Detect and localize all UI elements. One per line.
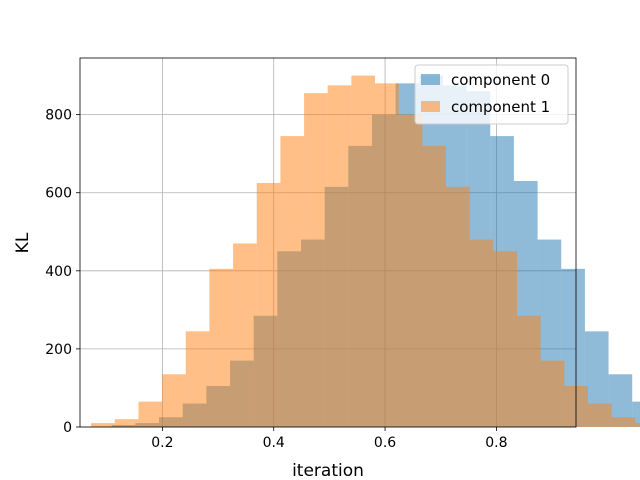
y-tick-label: 0: [63, 420, 72, 436]
x-axis-label: iteration: [292, 461, 364, 480]
histogram-bar: [422, 145, 447, 427]
histogram-bar: [587, 403, 612, 427]
histogram-bar: [114, 419, 139, 427]
histogram-bar: [91, 423, 115, 427]
histogram-bar: [608, 374, 633, 427]
y-tick-label: 400: [45, 264, 72, 280]
y-tick-label: 600: [45, 186, 72, 202]
histogram-bar: [611, 417, 636, 427]
histogram-bar: [138, 401, 163, 427]
legend-label-component-0: component 0: [451, 71, 550, 89]
histogram-bar: [398, 114, 423, 427]
histogram-bar: [256, 182, 281, 427]
histogram-bar: [162, 374, 186, 427]
histogram-bar: [584, 331, 609, 427]
y-tick-label: 200: [45, 342, 72, 358]
histogram-bar: [493, 251, 517, 427]
histogram-bar: [209, 268, 234, 427]
histogram-bar: [351, 75, 376, 428]
legend-swatch-component-0: [421, 74, 440, 85]
histogram-bar: [635, 423, 640, 427]
histogram-bar: [280, 136, 305, 427]
histogram-bars: [91, 75, 640, 428]
histogram-bar: [469, 239, 494, 427]
histogram-bar: [632, 401, 640, 427]
legend-box: [414, 64, 569, 125]
histogram-bar: [446, 186, 470, 427]
legend: component 0 component 1: [414, 64, 569, 125]
axis-ticks: 0.2 0.4 0.6 0.8 0 200 400 600 800: [45, 108, 507, 451]
legend-label-component-1: component 1: [451, 98, 550, 116]
x-tick-label: 0.2: [151, 435, 173, 451]
y-axis-label: KL: [13, 232, 33, 253]
legend-swatch-component-1: [421, 101, 440, 112]
x-tick-label: 0.4: [263, 435, 285, 451]
histogram-bar: [516, 315, 541, 427]
x-tick-label: 0.6: [374, 435, 396, 451]
series-component-1: [91, 75, 640, 428]
y-tick-label: 800: [45, 108, 72, 124]
histogram-bar: [540, 360, 565, 427]
histogram-bar: [233, 243, 257, 427]
histogram-bar: [304, 93, 328, 428]
plot-frame: [79, 57, 577, 428]
histogram-bar: [185, 331, 210, 427]
histogram-bar: [327, 85, 352, 427]
histogram-bar: [375, 83, 399, 427]
x-tick-label: 0.8: [485, 435, 507, 451]
